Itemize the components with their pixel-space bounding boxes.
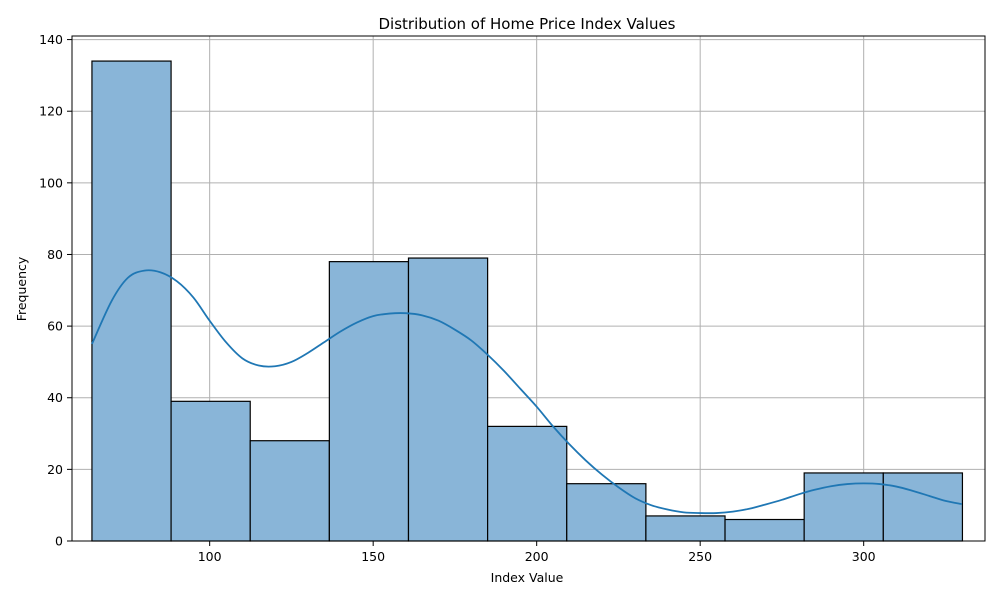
kde-layer <box>91 269 962 515</box>
histogram-bar <box>566 483 647 542</box>
x-tick-label: 250 <box>688 549 712 564</box>
x-tick-label: 150 <box>361 549 385 564</box>
y-tick-label: 80 <box>47 247 63 262</box>
plot-frame <box>71 35 986 542</box>
x-tick-label: 300 <box>852 549 876 564</box>
histogram-bar <box>882 472 964 542</box>
y-tick-label: 20 <box>47 462 63 477</box>
histogram-bar <box>645 515 726 542</box>
histogram-bar <box>249 440 330 542</box>
kde-curve <box>91 269 962 515</box>
bars-layer <box>91 60 964 542</box>
histogram-bar <box>170 400 251 542</box>
histogram-bar <box>328 261 410 542</box>
histogram-bar <box>91 60 172 542</box>
y-tick-label: 40 <box>47 390 63 405</box>
y-tick-label: 100 <box>39 175 63 190</box>
y-tick-label: 140 <box>39 32 63 47</box>
histogram-bar <box>487 425 568 542</box>
y-tick-label: 0 <box>55 534 63 549</box>
y-tick-label: 120 <box>39 104 63 119</box>
x-tick-label: 200 <box>525 549 549 564</box>
y-ticks: 0 20 40 60 80 100 120 140 <box>39 32 72 549</box>
histogram-bar <box>724 518 805 542</box>
x-axis-label: Index Value <box>491 570 564 585</box>
y-axis-label: Frequency <box>14 256 29 321</box>
x-tick-label: 100 <box>198 549 222 564</box>
histogram-bar <box>407 257 489 542</box>
chart-title: Distribution of Home Price Index Values <box>379 15 676 33</box>
x-ticks: 100 150 200 250 300 <box>198 541 876 564</box>
y-tick-label: 60 <box>47 319 63 334</box>
